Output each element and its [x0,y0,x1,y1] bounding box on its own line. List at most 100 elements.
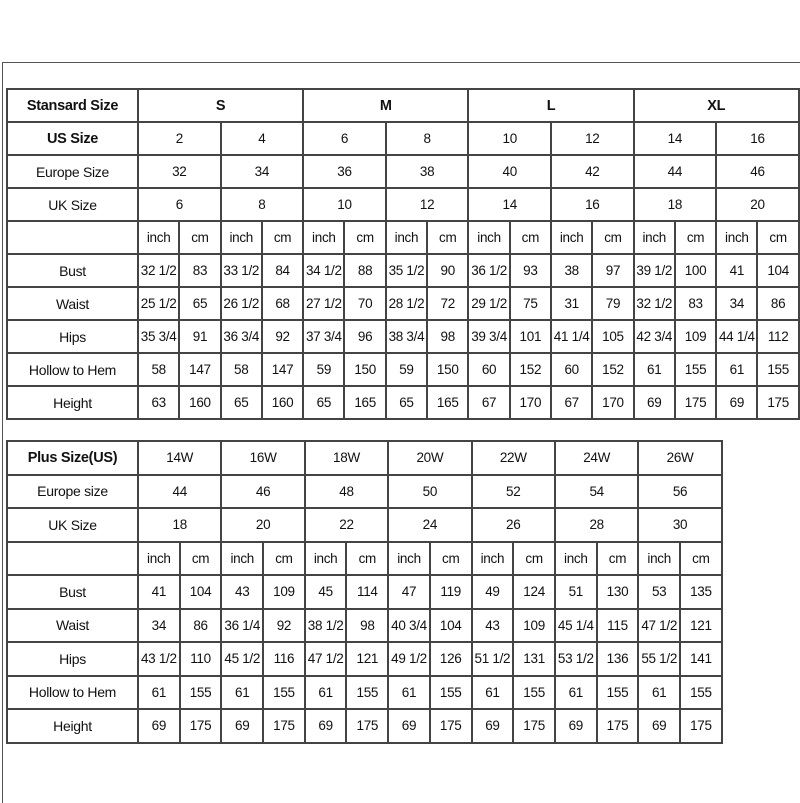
hips-value: 121 [345,641,390,677]
size-group-row: Stansard Size S M L XL [6,88,800,123]
plus-size-cell: 14W [136,440,223,476]
waist-value: 34 [715,286,759,321]
europe-size-cell: 38 [384,154,470,189]
plus-size-cell: 16W [220,440,306,476]
hollow-to-hem-value: 61 [470,674,515,710]
hips-value: 141 [679,641,723,677]
bust-value: 43 [220,574,265,610]
hips-value: 44 1/4 [715,319,759,354]
bust-value: 90 [426,253,470,288]
bust-value: 109 [262,574,306,610]
hollow-to-hem-label: Hollow to Hem [6,352,139,387]
waist-value: 98 [345,607,390,643]
unit-cm: cm [260,220,305,255]
hips-value: 101 [508,319,553,354]
height-value: 69 [303,708,348,744]
height-value: 67 [467,385,511,420]
height-value: 170 [591,385,635,420]
height-value: 65 [384,385,429,420]
bust-value: 104 [178,574,223,610]
hips-value: 37 3/4 [302,319,346,354]
hips-value: 41 1/4 [549,319,594,354]
hollow-to-hem-value: 155 [178,674,223,710]
unit-cm: cm [673,220,718,255]
waist-value: 75 [508,286,553,321]
hollow-to-hem-value: 155 [428,674,473,710]
hollow-to-hem-row: Hollow to Hem 61 155 61 155 61 155 61 155 61 155 61… [6,674,723,710]
plus-size-table: Plus Size(US) 14W 16W 18W 20W 22W 24W 26W Europe… [6,440,723,744]
unit-inch: inch [549,220,594,255]
uk-size-cell: 22 [303,507,390,543]
europe-size-row: Europe size 44 46 48 50 52 54 56 [6,473,723,509]
waist-label: Waist [6,286,139,321]
unit-inch: inch [632,220,676,255]
us-size-cell: 12 [550,121,635,156]
unit-cm: cm [595,540,640,576]
hips-value: 96 [343,319,387,354]
page-frame [2,62,800,803]
us-size-cell: 2 [137,121,222,156]
waist-value: 86 [178,607,223,643]
bust-value: 97 [591,253,635,288]
unit-cm: cm [428,540,473,576]
hips-value: 110 [178,641,223,677]
unit-inch: inch [302,220,346,255]
uk-size-cell: 14 [467,187,552,222]
bust-value: 51 [553,574,598,610]
europe-size-cell: 46 [220,473,306,509]
waist-value: 45 1/4 [553,607,598,643]
hollow-to-hem-label: Hollow to Hem [6,674,139,710]
hollow-to-hem-value: 155 [512,674,556,710]
height-value: 69 [553,708,598,744]
hips-row: Hips 35 3/4 91 36 3/4 92 37 3/4 96 38 3/4 98 39 3… [6,319,800,354]
waist-value: 92 [262,607,306,643]
hips-value: 136 [595,641,640,677]
size-group-xl: XL [632,88,800,123]
bust-value: 32 1/2 [136,253,181,288]
bust-value: 53 [637,574,682,610]
waist-value: 27 1/2 [302,286,346,321]
bust-value: 36 1/2 [467,253,511,288]
bust-value: 41 [715,253,759,288]
waist-value: 68 [260,286,305,321]
size-group-m: M [302,88,470,123]
waist-value: 70 [343,286,387,321]
unit-inch: inch [637,540,682,576]
height-value: 165 [343,385,387,420]
hollow-to-hem-value: 155 [262,674,306,710]
uk-size-row: UK Size 6 8 10 12 14 16 18 20 [6,187,800,222]
height-value: 175 [595,708,640,744]
hips-value: 91 [178,319,222,354]
europe-size-cell: 52 [470,473,556,509]
hollow-to-hem-row: Hollow to Hem 58 147 58 147 59 150 59 150 60 152 60… [6,352,800,387]
bust-label: Bust [6,574,139,610]
europe-size-cell: 40 [467,154,552,189]
hollow-to-hem-value: 61 [637,674,682,710]
bust-value: 104 [756,253,800,288]
hollow-to-hem-value: 155 [756,352,800,387]
uk-size-label: UK Size [6,187,139,222]
unit-row-label [6,220,139,255]
hollow-to-hem-value: 61 [387,674,431,710]
bust-value: 38 [549,253,594,288]
us-size-row: US Size 2 4 6 8 10 12 14 16 [6,121,800,156]
hollow-to-hem-value: 147 [178,352,222,387]
waist-value: 86 [756,286,800,321]
uk-size-cell: 26 [470,507,556,543]
unit-inch: inch [137,540,181,576]
height-value: 69 [137,708,181,744]
waist-value: 29 1/2 [467,286,511,321]
height-value: 175 [428,708,473,744]
hollow-to-hem-value: 152 [591,352,635,387]
hips-label: Hips [6,319,139,354]
height-value: 175 [756,385,800,420]
waist-row: Waist 34 86 36 1/4 92 38 1/2 98 40 3/4 104 43 109 4… [6,607,723,643]
unit-inch: inch [470,540,515,576]
unit-cm: cm [756,220,800,255]
unit-row: inch cm inch cm inch cm inch cm inch cm inch cm inch… [6,540,723,576]
bust-value: 93 [508,253,553,288]
standard-size-table: Stansard Size S M L XL US Size 2 4 6 8 10 12 14 16 Eur… [6,88,800,420]
bust-value: 49 [470,574,515,610]
height-value: 69 [220,708,265,744]
hips-value: 109 [673,319,718,354]
